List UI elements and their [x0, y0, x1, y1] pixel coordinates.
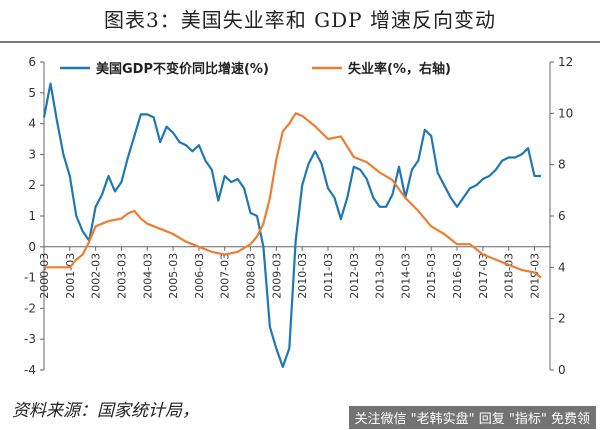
left-tick-label: 1 [28, 209, 36, 223]
x-tick-label: 2012-03 [348, 253, 361, 299]
x-tick-label: 2004-03 [141, 253, 154, 299]
x-tick-label: 2000-03 [38, 253, 51, 299]
right-tick-label: 2 [558, 312, 566, 326]
x-tick-label: 2006-03 [193, 253, 206, 299]
left-tick-label: 3 [28, 147, 36, 161]
x-tick-label: 2009-03 [270, 253, 283, 299]
left-tick-label: 2 [28, 178, 36, 192]
left-tick-label: 4 [28, 117, 36, 131]
right-tick-label: 10 [558, 106, 573, 120]
right-tick-label: 12 [558, 55, 573, 69]
left-tick-label: -4 [24, 363, 36, 377]
x-tick-label: 2003-03 [115, 253, 128, 299]
right-tick-label: 8 [558, 158, 566, 172]
x-tick-label: 2011-03 [322, 253, 335, 299]
x-tick-label: 2007-03 [219, 253, 232, 299]
left-tick-label: 5 [28, 86, 36, 100]
x-tick-label: 2005-03 [167, 253, 180, 299]
x-tick-label: 2019-03 [529, 253, 542, 299]
right-tick-label: 0 [558, 363, 566, 377]
left-tick-label: -1 [24, 271, 36, 285]
left-tick-label: -2 [24, 301, 36, 315]
title-divider [0, 41, 600, 43]
watermark: 关注微信 "老韩实盘" 回复 "指标" 免费领 [348, 406, 596, 429]
x-tick-label: 2015-03 [425, 253, 438, 299]
x-tick-label: 2013-03 [374, 253, 387, 299]
right-tick-label: 6 [558, 209, 566, 223]
gdp-growth-line [42, 82, 541, 368]
source-note: 资料来源：国家统计局， [12, 401, 199, 421]
x-tick-label: 2008-03 [245, 253, 258, 299]
x-tick-label: 2010-03 [296, 253, 309, 299]
x-tick-label: 2018-03 [503, 253, 516, 299]
left-tick-label: 0 [28, 240, 36, 254]
chart-title: 图表3：美国失业率和 GDP 增速反向变动 [104, 8, 496, 32]
x-tick-label: 2014-03 [399, 253, 412, 299]
x-tick-label: 2017-03 [477, 253, 490, 299]
x-tick-label: 2016-03 [451, 253, 464, 299]
legend-gdp-label: 美国GDP不变价同比增速(%) [96, 61, 269, 77]
left-tick-label: -3 [24, 332, 36, 346]
x-tick-label: 2002-03 [90, 253, 103, 299]
left-tick-label: 6 [28, 55, 36, 69]
unemployment-rate-line [44, 112, 542, 279]
right-tick-label: 4 [558, 260, 566, 274]
legend-unemployment-label: 失业率(%，右轴) [348, 61, 451, 77]
